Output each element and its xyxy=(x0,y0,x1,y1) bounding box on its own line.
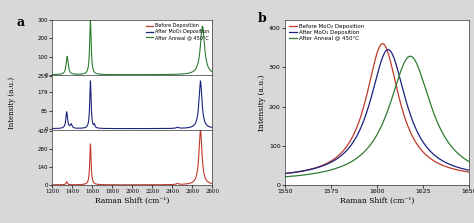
After Anneal @ 450°C xyxy=(361,151,366,154)
Text: b: b xyxy=(257,12,266,25)
After MoO₃ Deposition xyxy=(361,120,366,122)
After Anneal @ 450°C xyxy=(463,158,468,161)
After Anneal @ 450°C xyxy=(443,137,449,140)
Line: Before MoO₃ Deposition: Before MoO₃ Deposition xyxy=(285,44,469,173)
After MoO₃ Deposition xyxy=(443,161,449,164)
Line: After Anneal @ 450°C: After Anneal @ 450°C xyxy=(285,56,469,177)
After MoO₃ Deposition xyxy=(282,172,288,175)
After Anneal @ 450°C xyxy=(407,55,413,58)
X-axis label: Raman Shift (cm⁻¹): Raman Shift (cm⁻¹) xyxy=(340,197,414,205)
After MoO₃ Deposition xyxy=(463,168,468,171)
After Anneal @ 450°C xyxy=(303,173,309,176)
Before MoO₃ Deposition xyxy=(314,166,319,169)
Before MoO₃ Deposition xyxy=(380,42,385,45)
After MoO₃ Deposition xyxy=(466,169,472,171)
After MoO₃ Deposition xyxy=(314,166,319,169)
X-axis label: Raman Shift (cm⁻¹): Raman Shift (cm⁻¹) xyxy=(95,197,170,205)
After Anneal @ 450°C xyxy=(282,176,288,178)
After MoO₃ Deposition xyxy=(303,169,309,172)
Before MoO₃ Deposition xyxy=(282,172,288,175)
After Anneal @ 450°C xyxy=(466,160,472,163)
Legend: Before Deposition, After MoO₃ Deposition, After Anneal @ 450°C: Before Deposition, After MoO₃ Deposition… xyxy=(145,23,210,41)
After Anneal @ 450°C xyxy=(353,158,358,160)
Before MoO₃ Deposition xyxy=(463,170,468,173)
Before MoO₃ Deposition xyxy=(303,169,309,172)
Y-axis label: Intensity (a.u.): Intensity (a.u.) xyxy=(258,74,266,131)
Before MoO₃ Deposition xyxy=(361,106,366,108)
Before MoO₃ Deposition xyxy=(466,171,472,173)
Before MoO₃ Deposition xyxy=(443,165,449,168)
Line: After MoO₃ Deposition: After MoO₃ Deposition xyxy=(285,50,469,173)
Before MoO₃ Deposition xyxy=(353,129,358,132)
Text: a: a xyxy=(17,16,25,29)
After MoO₃ Deposition xyxy=(353,137,358,140)
Text: Intensity (a.u.): Intensity (a.u.) xyxy=(8,76,16,129)
After Anneal @ 450°C xyxy=(314,172,319,174)
After MoO₃ Deposition xyxy=(385,48,391,51)
Legend: Before MoO₃ Deposition, After MoO₃ Deposition, After Anneal @ 450°C: Before MoO₃ Deposition, After MoO₃ Depos… xyxy=(288,23,365,42)
